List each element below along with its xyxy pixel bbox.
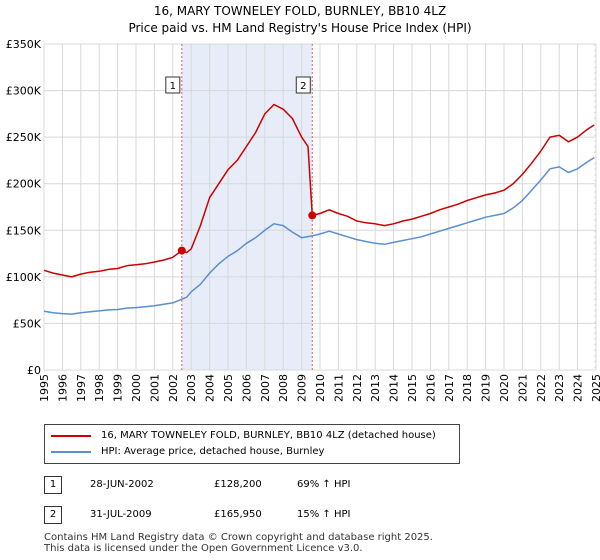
y-tick-label: £100K	[6, 271, 42, 284]
y-tick-label: £0	[27, 364, 41, 377]
x-tick-label: 1995	[38, 374, 51, 402]
y-tick-label: £250K	[6, 131, 42, 144]
sale-point	[177, 246, 186, 255]
x-tick-label: 1996	[56, 374, 69, 402]
sale-marker-box	[295, 76, 311, 94]
sale-marker-box	[165, 76, 181, 94]
sale-number-badge: 2	[44, 506, 62, 524]
x-tick-label: 2014	[388, 374, 401, 402]
x-tick-label: 2022	[535, 374, 548, 402]
sale-marker-label: 1	[170, 81, 176, 92]
x-tick-label: 2005	[222, 374, 235, 402]
sale-hpi-change: 15% ↑ HPI	[297, 509, 351, 520]
x-tick-label: 2015	[406, 374, 419, 402]
x-tick-label: 2019	[480, 374, 493, 402]
sale-marker-label: 2	[300, 81, 306, 92]
y-tick-label: £200K	[6, 178, 42, 191]
x-tick-label: 2012	[351, 374, 364, 402]
x-tick-label: 2010	[314, 374, 327, 402]
sale-date: 28-JUN-2002	[90, 479, 154, 490]
x-tick-label: 2021	[516, 374, 529, 402]
footer-copyright: Contains HM Land Registry data © Crown c…	[44, 532, 433, 543]
chart-subtitle: Price paid vs. HM Land Registry's House …	[128, 21, 471, 35]
sale-price: £128,200	[214, 479, 262, 490]
x-tick-label: 2023	[553, 374, 566, 402]
y-tick-label: £350K	[6, 38, 42, 51]
x-tick-label: 2002	[167, 374, 180, 402]
y-tick-label: £300K	[6, 85, 42, 98]
x-tick-label: 2006	[240, 374, 253, 402]
footer-licence: This data is licensed under the Open Gov…	[44, 543, 363, 554]
x-tick-label: 2003	[185, 374, 198, 402]
legend-label-hpi: HPI: Average price, detached house, Burn…	[101, 446, 325, 457]
chart-title: 16, MARY TOWNELEY FOLD, BURNLEY, BB10 4L…	[154, 4, 446, 18]
x-tick-label: 2001	[148, 374, 161, 402]
x-tick-label: 2016	[424, 374, 437, 402]
x-tick-label: 2000	[130, 374, 143, 402]
y-tick-label: £50K	[13, 317, 42, 330]
sale-period-shade	[181, 44, 313, 370]
x-tick-label: 2008	[277, 374, 290, 402]
legend-swatch-property	[51, 435, 91, 437]
sale-point	[308, 211, 317, 220]
x-tick-label: 1997	[75, 374, 88, 402]
x-tick-label: 1999	[112, 374, 125, 402]
footer: Contains HM Land Registry data © Crown c…	[44, 532, 433, 554]
x-tick-label: 2017	[443, 374, 456, 402]
y-tick-label: £150K	[6, 224, 42, 237]
sale-number-badge: 1	[44, 476, 62, 494]
property-price-line	[43, 103, 595, 278]
legend-label-property: 16, MARY TOWNELEY FOLD, BURNLEY, BB10 4L…	[101, 430, 436, 441]
x-tick-label: 2018	[461, 374, 474, 402]
x-tick-label: 2013	[369, 374, 382, 402]
x-tick-label: 2020	[498, 374, 511, 402]
x-tick-label: 1998	[93, 374, 106, 402]
forecast-hatch	[594, 44, 596, 370]
hpi-line	[43, 156, 595, 315]
x-tick-label: 2007	[259, 374, 272, 402]
x-tick-label: 2004	[204, 374, 217, 402]
sale-hpi-change: 69% ↑ HPI	[297, 479, 351, 490]
sale-date: 31-JUL-2009	[90, 509, 152, 520]
legend: 16, MARY TOWNELEY FOLD, BURNLEY, BB10 4L…	[44, 424, 460, 464]
x-tick-label: 2011	[332, 374, 345, 402]
x-tick-label: 2025	[590, 374, 600, 402]
x-tick-label: 2024	[572, 374, 585, 402]
legend-swatch-hpi	[51, 451, 91, 453]
price-chart: 16, MARY TOWNELEY FOLD, BURNLEY, BB10 4L…	[6, 4, 600, 402]
sale-price: £165,950	[214, 509, 262, 520]
x-tick-label: 2009	[296, 374, 309, 402]
